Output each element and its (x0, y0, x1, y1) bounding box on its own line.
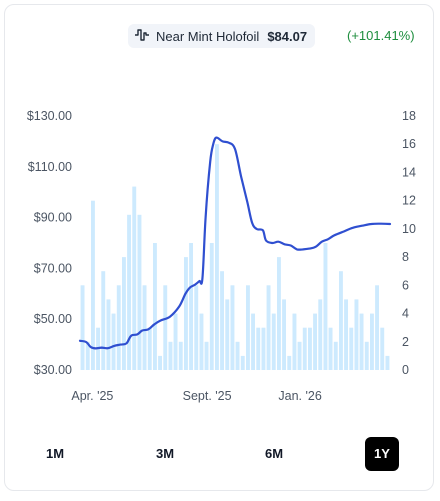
volume-bar (333, 341, 338, 370)
timeframe-6m-button[interactable]: 6M (264, 446, 284, 461)
volume-bar (271, 313, 276, 370)
volume-bar (349, 327, 354, 370)
volume-bar (137, 214, 142, 370)
volume-bar (111, 313, 116, 370)
volume-bar (302, 327, 307, 370)
volume-bar (328, 327, 333, 370)
timeframe-1y-button[interactable]: 1Y (365, 437, 399, 471)
y-left-tick-label: $90.00 (34, 211, 72, 225)
volume-bar (178, 341, 183, 370)
volume-bar (215, 144, 219, 370)
volume-bar (313, 313, 317, 370)
y-right-tick-label: 10 (402, 222, 416, 236)
y-right-tick-label: 12 (402, 194, 416, 208)
volume-bar (246, 285, 250, 370)
volume-bar (370, 313, 374, 370)
volume-bar (204, 341, 209, 370)
y-right-tick-label: 14 (402, 165, 416, 179)
volume-bar (91, 200, 95, 370)
y-right-tick-label: 2 (402, 335, 409, 349)
y-right-tick-label: 18 (402, 109, 416, 123)
volume-bar (220, 271, 224, 370)
volume-bar (173, 313, 178, 370)
y-left-tick-label: $70.00 (34, 261, 72, 275)
chart-card (4, 4, 434, 491)
volume-bar (168, 341, 173, 370)
price-change: (+101.41%) (347, 28, 415, 43)
volume-bar (251, 313, 255, 370)
volume-bar (287, 355, 292, 370)
volume-bar (153, 243, 157, 370)
y-right-tick-label: 6 (402, 278, 409, 292)
y-right-tick-label: 0 (402, 363, 409, 377)
volume-bar (318, 299, 323, 370)
volume-bar (194, 285, 199, 370)
volume-bar (292, 313, 297, 370)
volume-bar (297, 341, 302, 370)
volume-bar (116, 285, 121, 370)
volume-bar (199, 313, 204, 370)
price-line (78, 136, 392, 350)
volume-bar (344, 299, 348, 370)
volume-bar (142, 285, 147, 370)
volume-bar (122, 257, 126, 370)
volume-bar (101, 271, 106, 370)
y-left-tick-label: $110.00 (28, 160, 72, 174)
series-legend[interactable]: Near Mint Holofoil $84.07 (128, 24, 316, 48)
y-right-tick-label: 4 (402, 307, 409, 321)
x-tick-label: Apr. '25 (71, 389, 113, 403)
volume-bar (266, 285, 271, 370)
volume-bar (323, 243, 328, 370)
volume-bar (147, 327, 152, 370)
volume-bar (225, 299, 230, 370)
volume-bar (127, 214, 131, 370)
series-name: Near Mint Holofoil (156, 28, 260, 44)
x-tick-label: Sept. '25 (183, 389, 232, 403)
timeframe-3m-button[interactable]: 3M (155, 446, 175, 461)
volume-bar (308, 327, 312, 370)
volume-bar (209, 243, 214, 370)
volume-bar (364, 341, 369, 370)
volume-bar (354, 299, 359, 370)
series-price: $84.07 (267, 28, 308, 44)
volume-bar (240, 355, 245, 370)
volume-bar (235, 341, 240, 370)
volume-bar (385, 355, 390, 370)
volume-bar (380, 327, 385, 370)
volume-bar (132, 186, 137, 370)
volume-bar (339, 271, 343, 370)
y-right-tick-label: 8 (402, 250, 409, 264)
x-tick-label: Jan. '26 (278, 389, 321, 403)
y-left-tick-label: $130.00 (27, 109, 72, 123)
volume-bar (158, 355, 162, 370)
volume-bar (256, 327, 261, 370)
volume-bar (277, 257, 281, 370)
pulse-icon (134, 28, 150, 45)
volume-bar (189, 243, 193, 370)
volume-bar (163, 285, 168, 370)
volume-bar (375, 285, 379, 370)
timeframe-1m-button[interactable]: 1M (45, 446, 65, 461)
y-left-tick-label: $30.00 (34, 363, 72, 377)
volume-bar (261, 327, 266, 370)
volume-bar (230, 285, 235, 370)
volume-bar (184, 257, 188, 370)
y-left-tick-label: $50.00 (34, 312, 72, 326)
y-right-tick-label: 16 (402, 137, 416, 151)
volume-bar (85, 341, 90, 370)
volume-bar (80, 285, 85, 370)
volume-bar (282, 299, 286, 370)
volume-bar (359, 313, 364, 370)
volume-bar (106, 299, 111, 370)
